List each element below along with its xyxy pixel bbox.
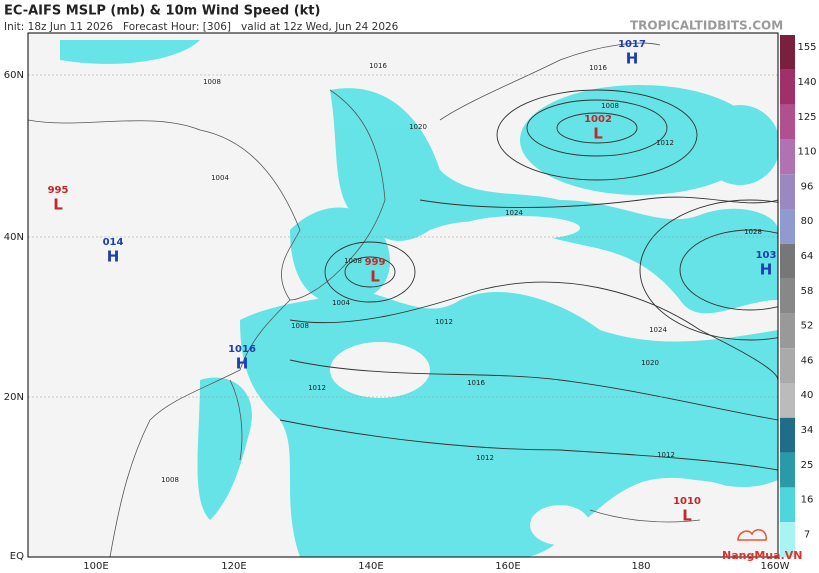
colorbar-segment xyxy=(780,35,795,70)
map-frame xyxy=(27,32,779,558)
isobar-label: 1004 xyxy=(332,299,350,307)
colorbar-label: 110 xyxy=(797,147,816,158)
colorbar-segment xyxy=(780,383,795,418)
watermark-text: NangMua.VN xyxy=(722,549,802,562)
center-symbol: H xyxy=(626,50,639,68)
isobar-label: 1012 xyxy=(476,454,494,462)
center-symbol: H xyxy=(760,261,773,279)
colorbar-label: 96 xyxy=(801,181,814,192)
colorbar-segment xyxy=(780,174,795,209)
isobar-label: 1008 xyxy=(601,102,619,110)
colorbar-segment xyxy=(780,69,795,105)
colorbar-segment xyxy=(780,139,795,175)
lon-label: 180 xyxy=(631,561,650,572)
isobars xyxy=(279,89,778,471)
isobar-label: 1020 xyxy=(409,123,427,131)
lon-label: 160E xyxy=(495,561,520,572)
isobar-label: 1016 xyxy=(467,379,485,387)
lon-label: 100E xyxy=(83,561,108,572)
isobar-label: 1012 xyxy=(656,139,674,147)
site-name: TROPICALTIDBITS.COM xyxy=(630,19,783,33)
isobar-label: 1020 xyxy=(641,359,659,367)
isobar-label: 1012 xyxy=(435,318,453,326)
center-pressure: 999 xyxy=(365,257,386,268)
isobar-label: 1008 xyxy=(203,78,221,86)
subtitle: Init: 18z Jun 11 2026 Forecast Hour: [30… xyxy=(4,21,399,33)
colorbar-segment xyxy=(780,209,795,244)
center-symbol: L xyxy=(682,507,692,525)
isobar-label: 1008 xyxy=(344,257,362,265)
colorbar-segment xyxy=(780,104,795,140)
map: 1016 1016 1008 1012 1020 1024 1028 1024 1020 1016… xyxy=(28,33,778,557)
colorbar-segment xyxy=(780,278,795,314)
calm-areas xyxy=(330,216,750,545)
isobar-label: 1012 xyxy=(308,384,326,392)
colorbar-segment xyxy=(780,313,795,349)
watermark: NangMua.VN xyxy=(722,529,802,562)
isobar-label: 1016 xyxy=(589,64,607,72)
colorbar-label: 125 xyxy=(797,112,816,123)
isobar-label: 1012 xyxy=(657,451,675,459)
colorbar: 155 140 125 110 96 80 64 58 52 46 40 34 25 16 7 xyxy=(780,35,817,557)
lat-label: 20N xyxy=(4,392,24,403)
lon-label: 140E xyxy=(358,561,383,572)
colorbar-label: 80 xyxy=(801,216,814,227)
graticule xyxy=(28,74,778,398)
lat-label: 60N xyxy=(4,70,24,81)
colorbar-label: 34 xyxy=(801,425,814,436)
center-pressure: 1010 xyxy=(673,496,701,507)
lon-label: 120E xyxy=(221,561,246,572)
isobar-labels: 1016 1016 1008 1012 1020 1024 1028 1024 1020 1016… xyxy=(161,62,762,484)
colorbar-label: 155 xyxy=(797,42,816,53)
coastlines xyxy=(28,42,701,557)
colorbar-label: 52 xyxy=(801,321,814,332)
isobar-label: 1008 xyxy=(161,476,179,484)
center-pressure: 103 xyxy=(756,250,777,261)
center-symbol: L xyxy=(53,196,63,214)
isobar-label: 1024 xyxy=(649,326,667,334)
isobar-label: 1016 xyxy=(369,62,387,70)
center-pressure: 1016 xyxy=(228,344,256,355)
colorbar-label: 64 xyxy=(801,251,814,262)
isobar-label: 1008 xyxy=(291,322,309,330)
colorbar-label: 16 xyxy=(801,495,814,506)
center-symbol: L xyxy=(370,268,380,286)
colorbar-segment xyxy=(780,522,795,557)
title: EC-AIFS MSLP (mb) & 10m Wind Speed (kt) xyxy=(4,4,320,19)
center-symbol: H xyxy=(107,248,120,266)
colorbar-segment xyxy=(780,243,795,279)
lat-label: EQ xyxy=(10,551,24,562)
colorbar-label: 46 xyxy=(801,355,814,366)
lat-label: 40N xyxy=(4,232,24,243)
center-pressure: 014 xyxy=(103,237,124,248)
colorbar-label: 140 xyxy=(797,77,816,88)
colorbar-label: 25 xyxy=(801,460,814,471)
center-pressure: 1002 xyxy=(584,114,612,125)
colorbar-label: 58 xyxy=(801,286,814,297)
center-pressure: 1017 xyxy=(618,39,646,50)
isobar-label: 1028 xyxy=(744,228,762,236)
center-symbol: H xyxy=(236,355,249,373)
colorbar-segment xyxy=(780,417,795,453)
colorbar-label: 40 xyxy=(801,390,814,401)
colorbar-label: 7 xyxy=(804,529,810,540)
center-symbol: L xyxy=(593,125,603,143)
isobar-label: 1024 xyxy=(505,209,523,217)
colorbar-segment xyxy=(780,452,795,488)
colorbar-segment xyxy=(780,487,795,523)
colorbar-segment xyxy=(780,348,795,383)
lon-label: 160W xyxy=(761,561,790,572)
isobar-label: 1004 xyxy=(211,174,229,182)
center-pressure: 995 xyxy=(48,185,69,196)
axis-labels: 60N 40N 20N EQ 100E 120E 140E 160E 180 160W xyxy=(4,70,790,572)
